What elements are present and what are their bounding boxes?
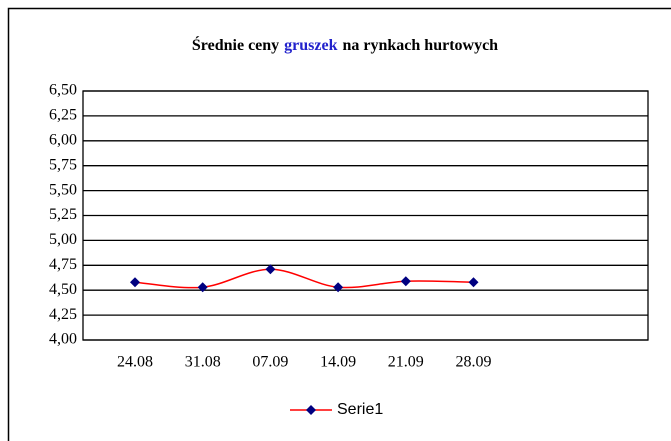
y-tick-label: 6,50: [49, 82, 77, 99]
y-tick-label: 4,00: [49, 331, 77, 348]
y-tick-label: 4,75: [49, 256, 77, 273]
y-tick-label: 5,25: [49, 206, 77, 223]
y-tick-label: 6,25: [49, 107, 77, 124]
x-tick-label: 14.09: [320, 354, 356, 371]
legend-marker: [306, 405, 316, 415]
marker: [468, 277, 479, 288]
chart-frame: [7, 7, 671, 441]
plot-area: [82, 90, 649, 341]
x-tick-label: 28.09: [456, 354, 492, 371]
y-tick-label: 5,50: [49, 181, 77, 198]
y-tick-label: 5,75: [49, 156, 77, 173]
chart-title: Średnie ceny gruszek na rynkach hurtowych: [192, 35, 498, 54]
series-line: [134, 268, 474, 289]
x-tick-label: 31.08: [185, 354, 221, 371]
x-tick-label: 07.09: [252, 354, 288, 371]
marker: [265, 264, 276, 275]
title-part: Średnie ceny: [192, 35, 279, 54]
legend-label: Serie1: [337, 401, 383, 418]
marker: [333, 282, 344, 293]
y-tick-label: 4,50: [49, 281, 77, 298]
marker: [400, 276, 411, 287]
x-tick-label: 24.08: [117, 354, 153, 371]
y-tick-label: 5,00: [49, 231, 77, 248]
y-tick-label: 6,00: [49, 131, 77, 148]
marker: [197, 282, 208, 293]
marker: [130, 277, 140, 288]
title-part: na rynkach hurtowych: [343, 37, 499, 54]
x-tick-label: 21.09: [388, 354, 424, 371]
title-part: gruszek: [284, 37, 337, 54]
y-tick-label: 4,25: [49, 306, 77, 323]
